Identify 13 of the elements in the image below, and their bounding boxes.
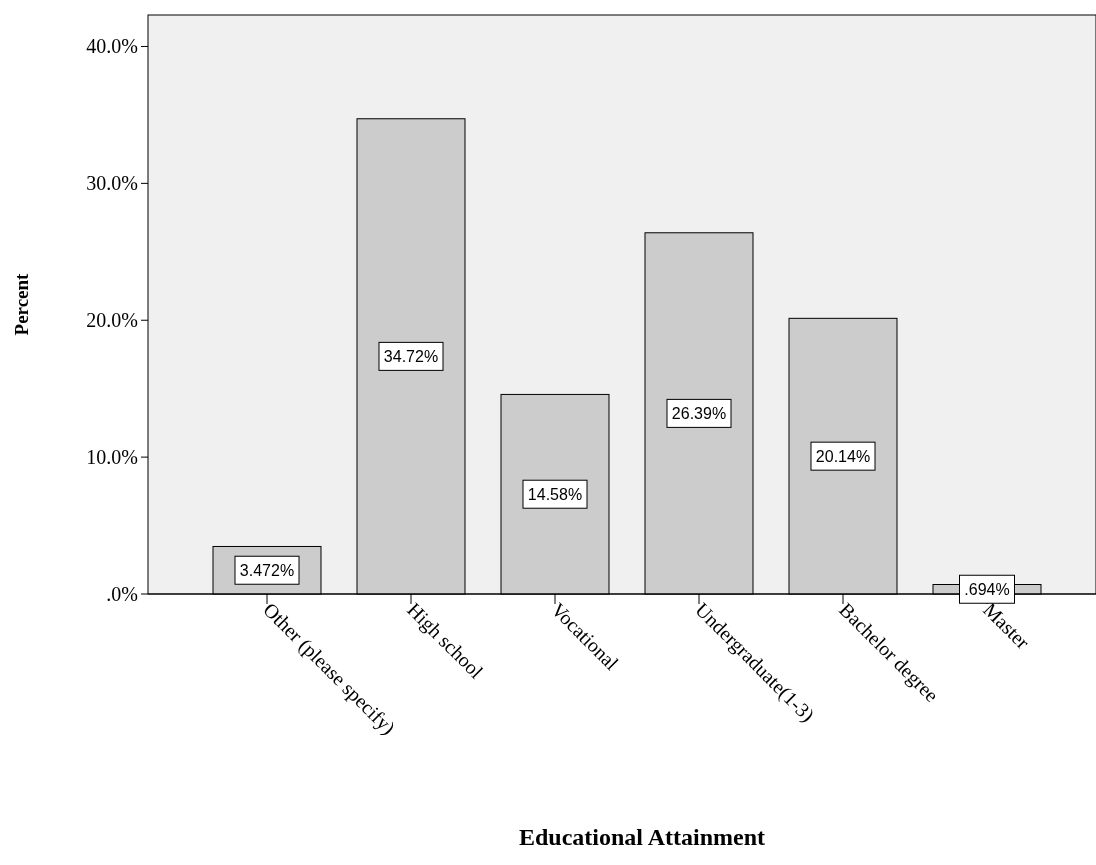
data-label: 3.472% (239, 561, 295, 579)
data-label: .694% (964, 580, 1010, 598)
x-axis-title: Educational Attainment (518, 824, 766, 850)
data-label: 26.39% (671, 404, 727, 422)
y-tick-label: 10.0% (86, 446, 138, 469)
y-tick-label: .0% (106, 583, 138, 605)
y-tick-label: 30.0% (86, 172, 138, 195)
y-axis-title: Percent (11, 272, 32, 336)
data-label: 34.72% (383, 347, 439, 365)
data-label: 14.58% (527, 485, 583, 503)
data-label: 20.14% (815, 447, 871, 465)
y-tick-label: 40.0% (86, 35, 138, 58)
y-tick-label: 20.0% (86, 309, 138, 332)
